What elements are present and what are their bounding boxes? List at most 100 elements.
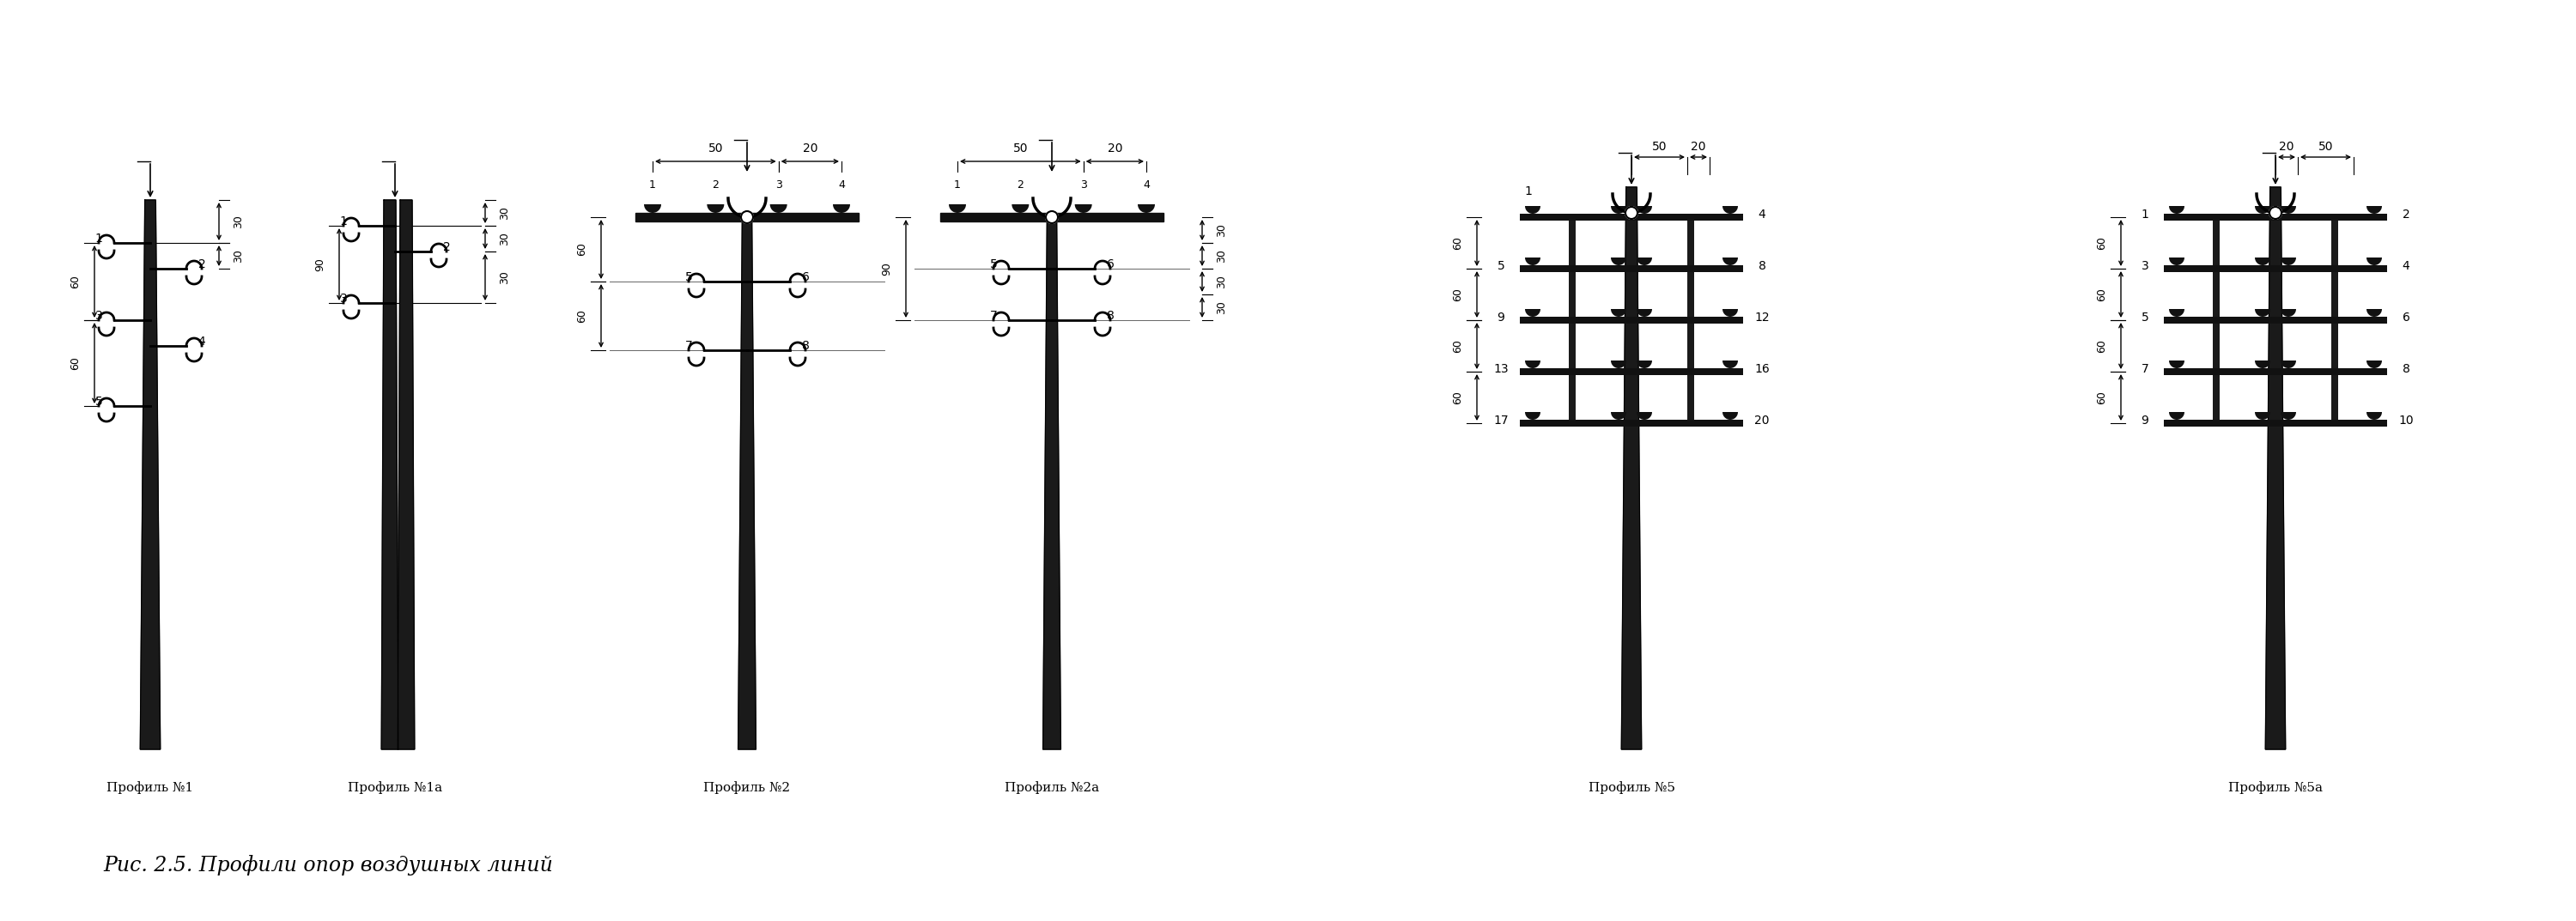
Text: 30: 30: [1216, 300, 1226, 314]
Text: 17: 17: [1494, 414, 1510, 426]
Text: 1: 1: [953, 180, 961, 191]
Text: 5: 5: [989, 259, 997, 271]
Polygon shape: [2280, 206, 2295, 214]
Text: 30: 30: [1216, 249, 1226, 262]
Polygon shape: [2280, 360, 2295, 368]
Polygon shape: [2280, 412, 2295, 420]
Polygon shape: [1610, 360, 1625, 368]
Text: 30: 30: [232, 249, 245, 262]
Polygon shape: [832, 204, 850, 213]
Text: 90: 90: [314, 258, 325, 271]
Polygon shape: [2213, 321, 2221, 372]
Text: 2: 2: [2403, 208, 2409, 221]
Text: 6: 6: [1108, 259, 1113, 271]
Text: 6: 6: [801, 272, 809, 284]
Polygon shape: [1520, 420, 1744, 426]
Polygon shape: [1723, 412, 1739, 420]
Polygon shape: [1610, 309, 1625, 317]
Polygon shape: [1569, 372, 1577, 423]
Text: 1: 1: [95, 233, 103, 245]
Polygon shape: [739, 217, 755, 750]
Polygon shape: [2367, 412, 2383, 420]
Text: 4: 4: [198, 335, 206, 347]
Polygon shape: [1636, 360, 1651, 368]
Circle shape: [2269, 207, 2282, 219]
Polygon shape: [2280, 309, 2295, 317]
Text: 1: 1: [649, 180, 657, 191]
Text: 5: 5: [2141, 311, 2148, 323]
Text: Профиль №5а: Профиль №5а: [2228, 782, 2324, 794]
Polygon shape: [2367, 309, 2383, 317]
Polygon shape: [2254, 412, 2269, 420]
Text: 20: 20: [2280, 141, 2295, 153]
Text: 30: 30: [232, 215, 245, 228]
Polygon shape: [1525, 309, 1540, 317]
Polygon shape: [948, 204, 966, 213]
Polygon shape: [1525, 412, 1540, 420]
Circle shape: [742, 211, 752, 223]
Polygon shape: [2213, 372, 2221, 423]
Text: 2: 2: [711, 180, 719, 191]
Polygon shape: [1723, 258, 1739, 265]
Text: 20: 20: [804, 143, 817, 155]
Polygon shape: [1723, 360, 1739, 368]
Polygon shape: [2367, 258, 2383, 265]
Polygon shape: [397, 200, 415, 750]
Polygon shape: [2164, 214, 2388, 221]
Polygon shape: [1525, 258, 1540, 265]
Polygon shape: [381, 200, 399, 750]
Polygon shape: [2213, 269, 2221, 321]
Text: 60: 60: [1453, 391, 1463, 404]
Text: 60: 60: [70, 356, 80, 370]
Polygon shape: [770, 204, 788, 213]
Text: 1: 1: [1525, 185, 1533, 197]
Polygon shape: [2264, 187, 2285, 750]
Text: 3: 3: [1079, 180, 1087, 191]
Polygon shape: [2169, 360, 2184, 368]
Text: Профиль №2а: Профиль №2а: [1005, 782, 1100, 794]
Text: 8: 8: [1108, 309, 1113, 321]
Text: Профиль №2: Профиль №2: [703, 782, 791, 794]
Text: Рис. 2.5. Профили опор воздушных линий: Рис. 2.5. Профили опор воздушных линий: [103, 855, 554, 876]
Polygon shape: [1687, 372, 1695, 423]
Polygon shape: [644, 204, 662, 213]
Text: 50: 50: [2318, 141, 2334, 153]
Text: 30: 30: [500, 206, 510, 220]
Text: 50: 50: [1651, 141, 1667, 153]
Polygon shape: [1520, 214, 1744, 221]
Text: 3: 3: [340, 293, 348, 305]
Polygon shape: [1139, 204, 1154, 213]
Polygon shape: [139, 200, 160, 750]
Polygon shape: [1636, 309, 1651, 317]
Text: 20: 20: [1754, 414, 1770, 426]
Polygon shape: [1569, 321, 1577, 372]
Text: 2: 2: [443, 241, 451, 253]
Text: 30: 30: [500, 271, 510, 284]
Text: 60: 60: [2097, 287, 2107, 301]
Polygon shape: [2254, 206, 2269, 214]
Text: 60: 60: [2097, 391, 2107, 404]
Text: 4: 4: [1759, 208, 1765, 221]
Polygon shape: [2367, 360, 2383, 368]
Text: 3: 3: [2141, 260, 2148, 272]
Polygon shape: [1610, 412, 1625, 420]
Text: 60: 60: [2097, 339, 2107, 353]
Text: 60: 60: [577, 309, 587, 322]
Polygon shape: [1723, 206, 1739, 214]
Polygon shape: [2164, 368, 2388, 375]
Text: 4: 4: [2403, 260, 2409, 272]
Polygon shape: [2254, 309, 2269, 317]
Polygon shape: [1687, 217, 1695, 269]
Polygon shape: [2169, 206, 2184, 214]
Polygon shape: [2331, 321, 2339, 372]
Polygon shape: [1636, 206, 1651, 214]
Text: 30: 30: [1216, 223, 1226, 237]
Polygon shape: [1012, 204, 1028, 213]
Text: 50: 50: [1012, 143, 1028, 155]
Text: 60: 60: [577, 242, 587, 256]
Text: 3: 3: [95, 309, 103, 321]
Polygon shape: [1569, 217, 1577, 269]
Polygon shape: [1043, 217, 1061, 750]
Text: 8: 8: [1759, 260, 1765, 272]
Text: 20: 20: [1690, 141, 1705, 153]
